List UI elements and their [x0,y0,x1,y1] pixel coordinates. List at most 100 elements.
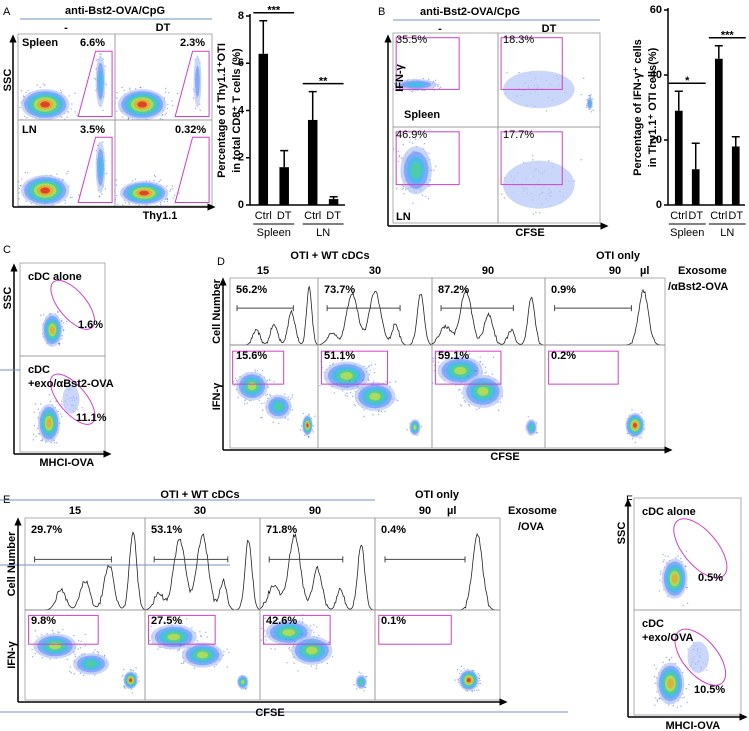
event-dot [102,109,104,112]
event-dot [437,83,439,86]
event-dot [153,174,156,177]
gate [77,136,113,204]
density-level [454,366,467,375]
event-dot [50,441,52,444]
event-dot [363,690,365,692]
event-dot [73,673,75,675]
gate [232,350,285,385]
event-dot [167,92,170,94]
gate-label: 59.1% [438,350,469,362]
x-tick-label: DT [688,210,703,222]
event-dot [33,411,35,413]
exosome-label: Exosome [508,505,557,517]
event-dot [68,670,71,673]
density [653,641,709,709]
gate [395,37,460,90]
event-dot [71,103,73,105]
event-dot [25,200,27,203]
gate-label: 10.5% [694,684,725,696]
column-label: - [64,22,68,34]
event-dot [314,415,316,417]
gate-label: 51.1% [324,350,355,362]
y-axis-label: Cell Number [211,278,223,344]
event-dot [94,648,96,651]
event-dot [313,624,315,626]
density-level [40,187,51,194]
event-dot [256,369,259,372]
density-level [49,326,55,334]
event-dot [43,313,45,316]
event-dot [484,366,487,368]
event-dot [192,97,195,99]
event-dot [129,669,132,671]
x-tick-label: DT [277,210,292,222]
event-dot [254,369,256,371]
event-dot [23,115,26,117]
event-dot [138,680,140,682]
dose-label: 90 [482,265,494,277]
event-dot [687,648,689,650]
density [625,409,646,444]
plot [392,126,499,224]
plot-frame [497,126,601,224]
density [393,138,437,204]
event-dot [290,638,292,641]
event-dot [105,84,108,86]
dose-label: 90 [609,265,621,277]
event-dot [61,416,63,418]
density-level [139,190,149,196]
event-dot [152,124,153,125]
event-dot [18,180,20,183]
density-level [667,678,674,689]
event-dot [300,425,303,427]
group-header: OTI + WT cDCs [290,250,369,262]
x-tick-label: Ctrl [670,210,687,222]
plot-frame [544,344,666,449]
panel-letter: C [3,244,11,256]
event-dot [55,442,58,444]
event-dot [667,704,670,706]
event-dot [261,409,264,412]
event-dot [79,647,82,649]
event-dot [134,178,136,180]
gate [674,628,727,686]
event-dot [70,108,72,110]
event-dot [478,689,480,691]
event-dot [44,84,46,86]
event-dot [440,86,442,88]
event-dot [19,106,21,109]
event-dot [500,401,502,403]
event-dot [151,642,154,644]
event-dot [74,111,76,113]
x-axis-label: Thy1.1 [143,210,178,222]
event-dot [462,397,464,399]
event-dot [277,618,279,620]
event-dot [432,360,435,362]
event-dot [394,380,397,383]
histogram [431,289,545,346]
gate-label: 0.4% [381,524,406,536]
event-dot [397,160,400,162]
gate [49,373,96,425]
event-dot [37,408,39,410]
event-dot [478,683,480,685]
gate [50,279,95,330]
gate [500,131,563,186]
density-level [671,573,678,584]
event-dot [44,441,47,443]
event-dot [104,65,106,67]
y-tick-label: 6 [238,57,244,69]
group-header: OTI only [596,250,641,262]
event-dot [429,185,431,187]
event-dot [346,386,349,388]
event-dot [25,91,27,94]
event-dot [433,169,435,171]
event-dot [293,640,296,643]
event-dot [309,625,312,627]
event-dot [460,665,463,668]
density-level [588,100,592,107]
event-dot [668,659,671,661]
density [260,614,368,692]
event-dot [548,160,550,162]
